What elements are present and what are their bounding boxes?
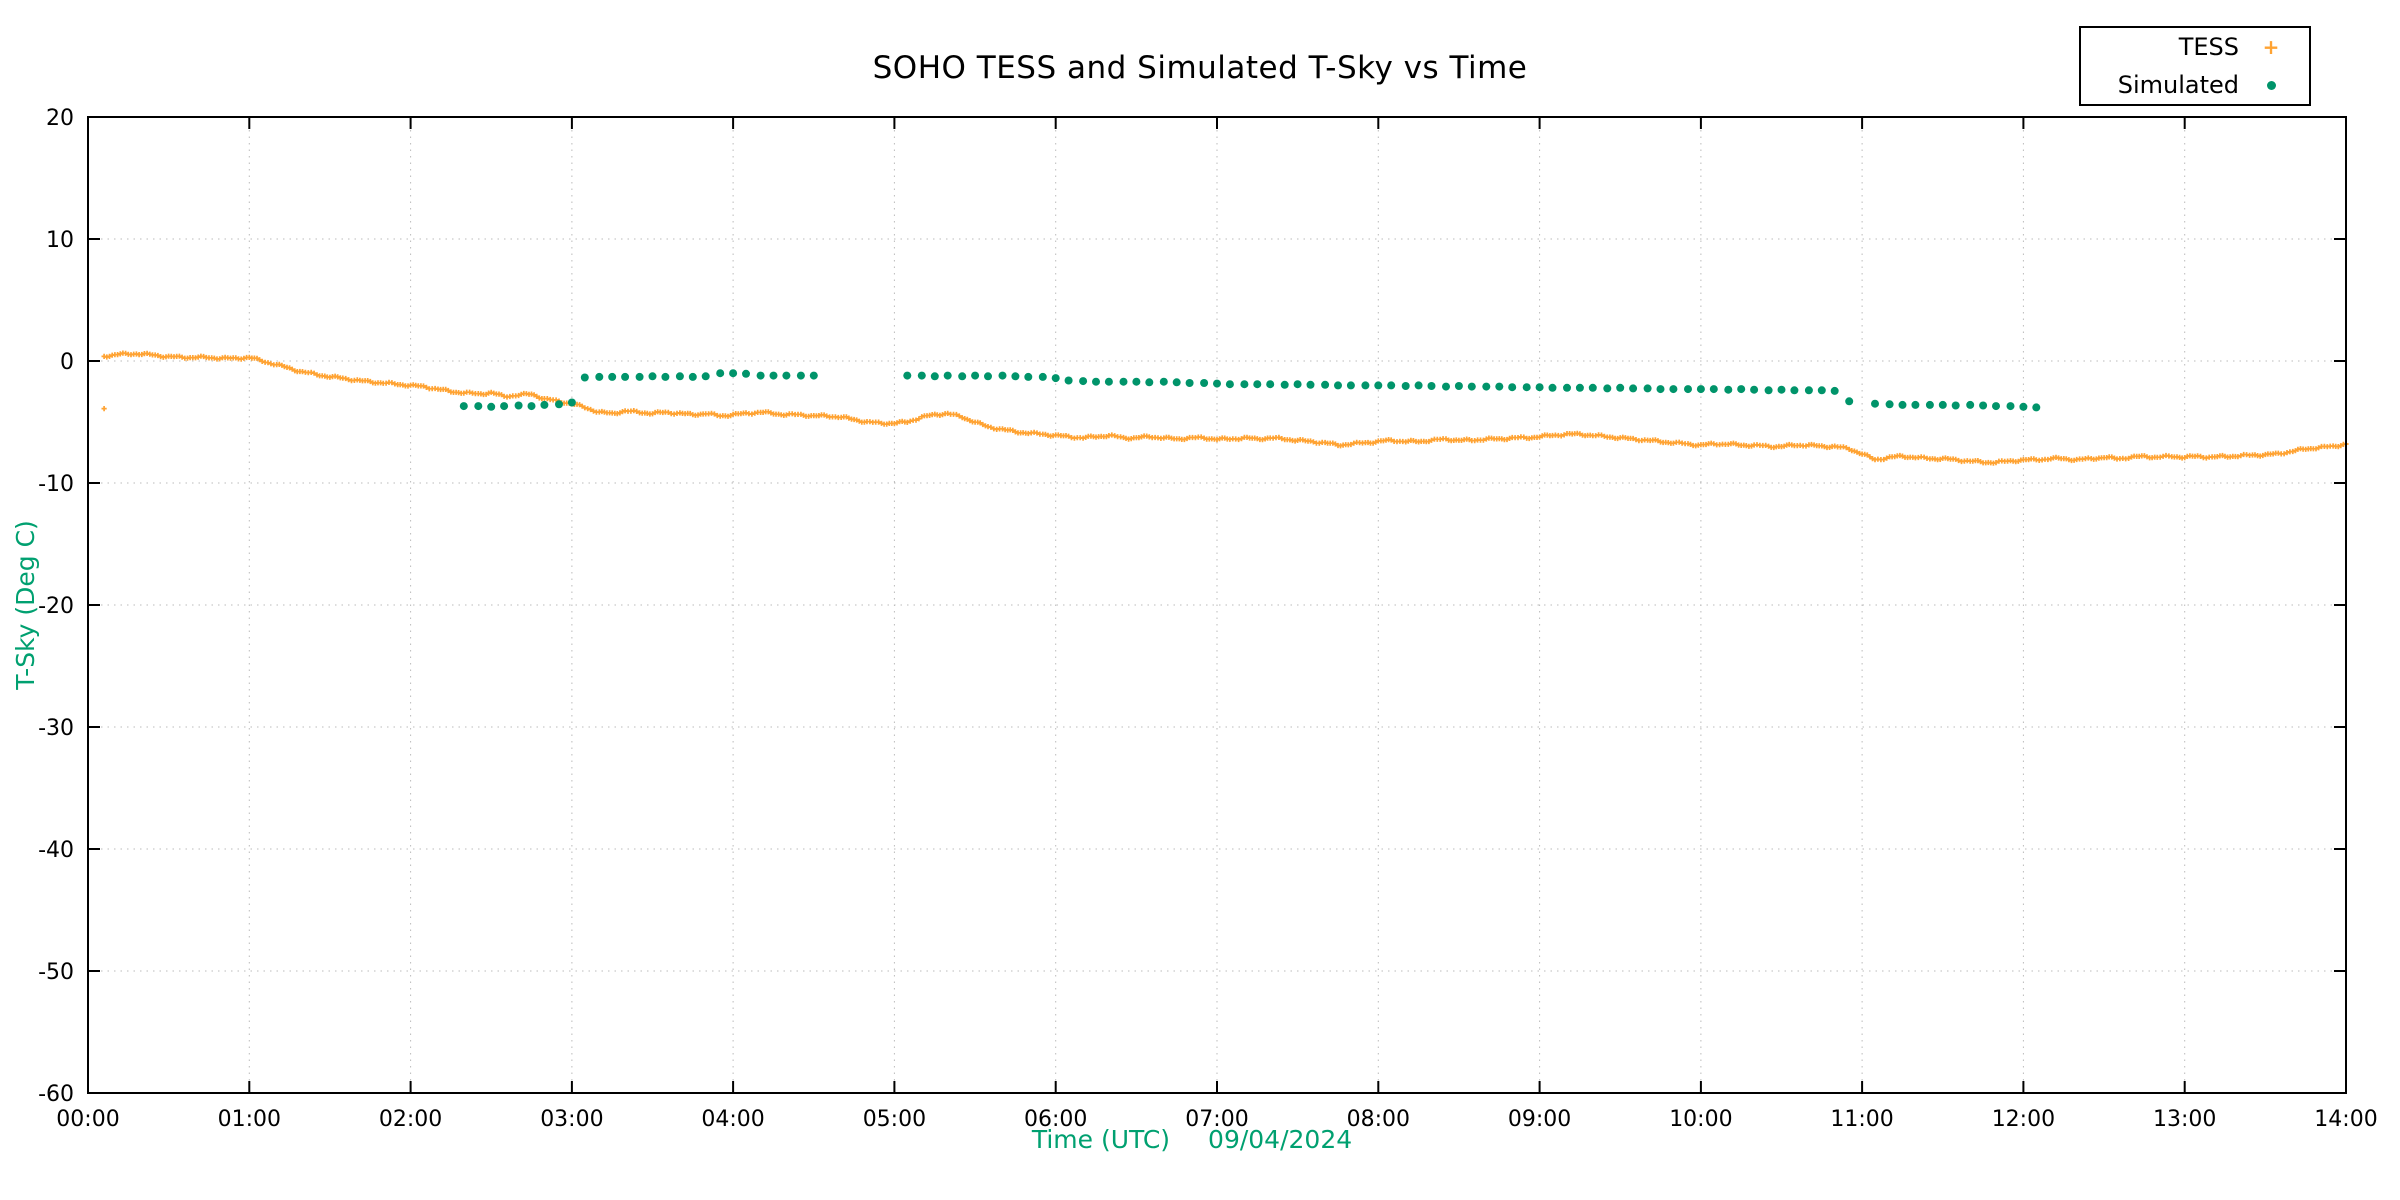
svg-text:-50: -50 xyxy=(38,960,74,985)
svg-text:12:00: 12:00 xyxy=(1992,1107,2055,1132)
svg-text:01:00: 01:00 xyxy=(218,1107,281,1132)
svg-text:05:00: 05:00 xyxy=(863,1107,926,1132)
tess-marker-cell: + xyxy=(2239,37,2303,57)
x-axis-label-text: Time (UTC) xyxy=(1031,1125,1170,1154)
simulated-marker-cell xyxy=(2239,80,2303,90)
y-axis-label: T-Sky (Deg C) xyxy=(11,520,40,691)
legend-label-tess: TESS xyxy=(2178,33,2239,61)
svg-text:07:00: 07:00 xyxy=(1185,1107,1248,1132)
chart-title: SOHO TESS and Simulated T-Sky vs Time xyxy=(872,50,1528,86)
svg-text:-40: -40 xyxy=(38,838,74,863)
series-simulated xyxy=(459,369,2041,412)
x-tick-labels: 00:00 01:00 02:00 03:00 04:00 05:00 06:00 07:00… xyxy=(56,1107,2377,1132)
svg-text:04:00: 04:00 xyxy=(701,1107,764,1132)
y-tick-labels: 20 10 0 -10 -20 -30 -40 -50 -60 xyxy=(38,106,74,1107)
svg-text:14:00: 14:00 xyxy=(2314,1107,2377,1132)
svg-text:09:00: 09:00 xyxy=(1508,1107,1571,1132)
svg-text:20: 20 xyxy=(46,106,74,131)
svg-text:-60: -60 xyxy=(38,1082,74,1107)
legend-item-simulated: Simulated xyxy=(2081,66,2309,104)
svg-text:08:00: 08:00 xyxy=(1347,1107,1410,1132)
svg-text:02:00: 02:00 xyxy=(379,1107,442,1132)
svg-text:00:00: 00:00 xyxy=(56,1107,119,1132)
svg-text:10:00: 10:00 xyxy=(1669,1107,1732,1132)
svg-text:13:00: 13:00 xyxy=(2153,1107,2216,1132)
grid xyxy=(87,116,2347,1094)
svg-text:-20: -20 xyxy=(38,594,74,619)
tess-marker-icon: + xyxy=(2262,35,2280,59)
plot-border xyxy=(87,116,2347,1094)
legend-label-simulated: Simulated xyxy=(2117,71,2239,99)
svg-text:-10: -10 xyxy=(38,472,74,497)
svg-text:0: 0 xyxy=(60,350,74,375)
x-axis-date: 09/04/2024 xyxy=(1208,1125,1352,1154)
legend: TESS + Simulated xyxy=(2079,26,2311,106)
x-axis-label: Time (UTC) 09/04/2024 xyxy=(1031,1125,1352,1154)
simulated-marker-icon xyxy=(2266,80,2276,90)
svg-text:06:00: 06:00 xyxy=(1024,1107,1087,1132)
svg-text:-30: -30 xyxy=(38,716,74,741)
svg-text:03:00: 03:00 xyxy=(540,1107,603,1132)
series-tess xyxy=(101,350,2349,466)
svg-text:10: 10 xyxy=(46,228,74,253)
legend-item-tess: TESS + xyxy=(2081,28,2309,66)
svg-text:11:00: 11:00 xyxy=(1830,1107,1893,1132)
